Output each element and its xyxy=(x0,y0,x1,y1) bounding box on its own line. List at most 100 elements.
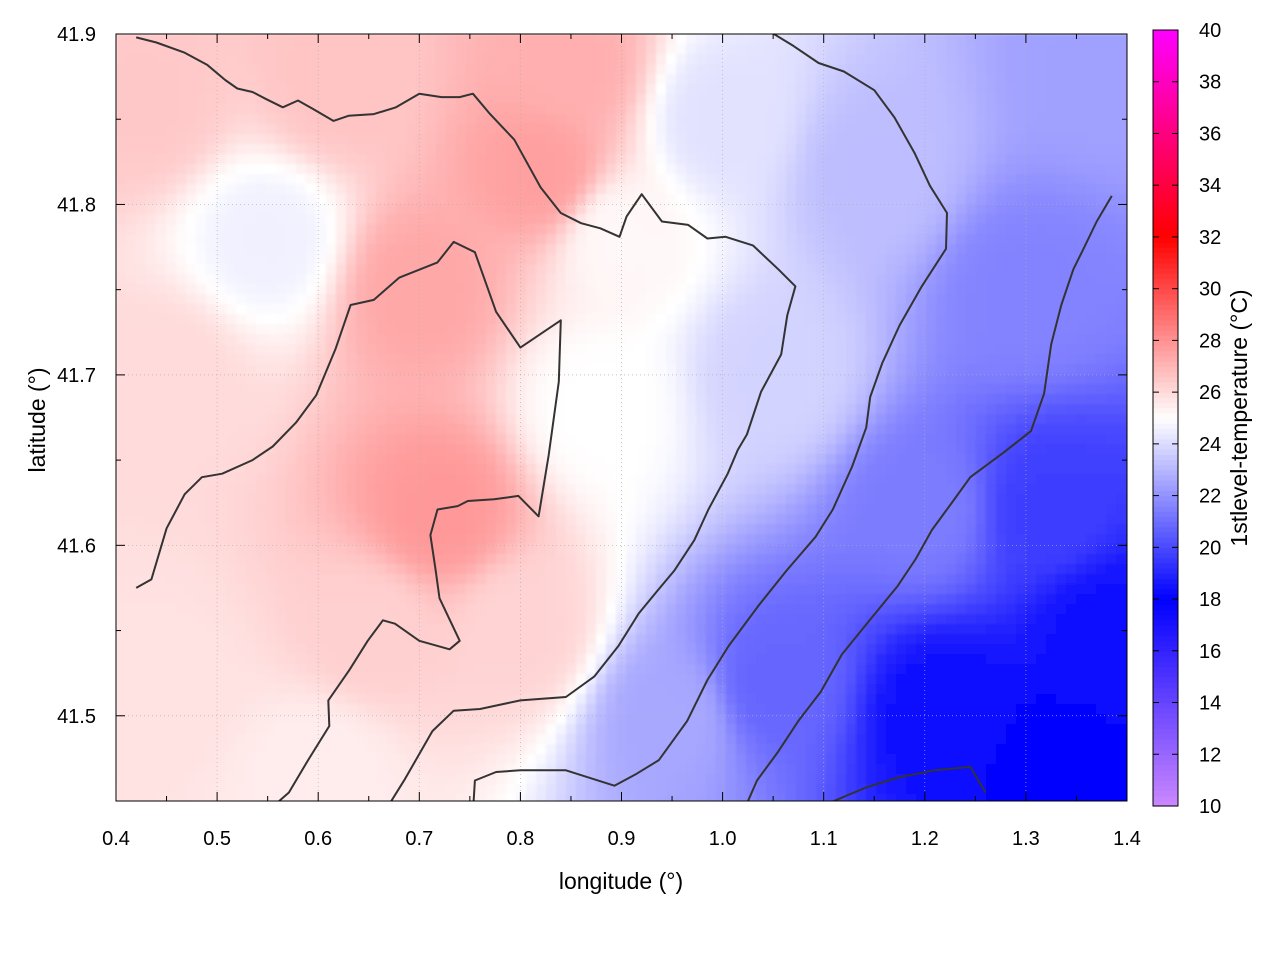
field-cell xyxy=(336,254,347,265)
field-cell xyxy=(316,344,327,355)
field-cell xyxy=(926,494,937,505)
field-cell xyxy=(406,504,417,515)
field-cell xyxy=(776,244,787,255)
field-cell xyxy=(746,114,757,125)
field-cell xyxy=(936,344,947,355)
field-cell xyxy=(1116,264,1127,275)
field-cell xyxy=(366,224,377,235)
field-cell xyxy=(186,504,197,515)
field-cell xyxy=(1086,204,1097,215)
field-cell xyxy=(776,394,787,405)
field-cell xyxy=(256,124,267,135)
field-cell xyxy=(526,514,537,525)
field-cell xyxy=(316,34,327,45)
field-cell xyxy=(856,424,867,435)
field-cell xyxy=(696,124,707,135)
field-cell xyxy=(426,294,437,305)
field-cell xyxy=(366,314,377,325)
field-cell xyxy=(586,404,597,415)
field-cell xyxy=(1076,264,1087,275)
field-cell xyxy=(286,294,297,305)
field-cell xyxy=(986,474,997,485)
field-cell xyxy=(916,114,927,125)
field-cell xyxy=(126,394,137,405)
field-cell xyxy=(926,114,937,125)
field-cell xyxy=(416,494,427,505)
field-cell xyxy=(556,384,567,395)
field-cell xyxy=(1016,414,1027,425)
field-cell xyxy=(696,484,707,495)
field-cell xyxy=(486,194,497,205)
field-cell xyxy=(256,424,267,435)
field-cell xyxy=(816,344,827,355)
field-cell xyxy=(216,274,227,285)
field-cell xyxy=(566,494,577,505)
field-cell xyxy=(1106,264,1117,275)
field-cell xyxy=(256,184,267,195)
field-cell xyxy=(406,54,417,65)
field-cell xyxy=(716,264,727,275)
field-cell xyxy=(306,64,317,75)
field-cell xyxy=(636,384,647,395)
field-cell xyxy=(266,134,277,145)
field-cell xyxy=(296,434,307,445)
field-cell xyxy=(1036,74,1047,85)
field-cell xyxy=(136,134,147,145)
field-cell xyxy=(466,364,477,375)
field-cell xyxy=(406,314,417,325)
field-cell xyxy=(586,454,597,465)
field-cell xyxy=(246,174,257,185)
field-cell xyxy=(226,54,237,65)
field-cell xyxy=(616,164,627,175)
field-cell xyxy=(1066,254,1077,265)
field-cell xyxy=(1046,314,1057,325)
field-cell xyxy=(646,384,657,395)
field-cell xyxy=(676,484,687,495)
field-cell xyxy=(496,354,507,365)
field-cell xyxy=(246,504,257,515)
field-cell xyxy=(926,274,937,285)
field-cell xyxy=(216,104,227,115)
field-cell xyxy=(206,184,217,195)
field-cell xyxy=(966,144,977,155)
field-cell xyxy=(186,334,197,345)
field-cell xyxy=(206,514,217,525)
field-cell xyxy=(836,234,847,245)
field-cell xyxy=(376,284,387,295)
field-cell xyxy=(396,104,407,115)
field-cell xyxy=(1086,104,1097,115)
field-cell xyxy=(1036,144,1047,155)
field-cell xyxy=(306,504,317,515)
field-cell xyxy=(946,294,957,305)
field-cell xyxy=(926,374,937,385)
field-cell xyxy=(416,314,427,325)
field-cell xyxy=(656,34,667,45)
field-cell xyxy=(686,414,697,425)
field-cell xyxy=(1116,494,1127,505)
field-cell xyxy=(916,404,927,415)
field-cell xyxy=(1046,394,1057,405)
field-cell xyxy=(706,264,717,275)
field-cell xyxy=(756,64,767,75)
field-cell xyxy=(126,304,137,315)
field-cell xyxy=(586,384,597,395)
field-cell xyxy=(176,34,187,45)
field-cell xyxy=(576,274,587,285)
field-cell xyxy=(936,444,947,455)
field-cell xyxy=(756,304,767,315)
field-cell xyxy=(636,184,647,195)
field-cell xyxy=(1056,374,1067,385)
field-cell xyxy=(576,344,587,355)
field-cell xyxy=(536,424,547,435)
field-cell xyxy=(276,114,287,125)
field-cell xyxy=(766,324,777,335)
field-cell xyxy=(426,494,437,505)
field-cell xyxy=(1086,64,1097,75)
field-cell xyxy=(406,384,417,395)
field-cell xyxy=(616,134,627,145)
field-cell xyxy=(1036,174,1047,185)
field-cell xyxy=(716,364,727,375)
field-cell xyxy=(266,154,277,165)
field-cell xyxy=(116,444,127,455)
field-cell xyxy=(156,384,167,395)
